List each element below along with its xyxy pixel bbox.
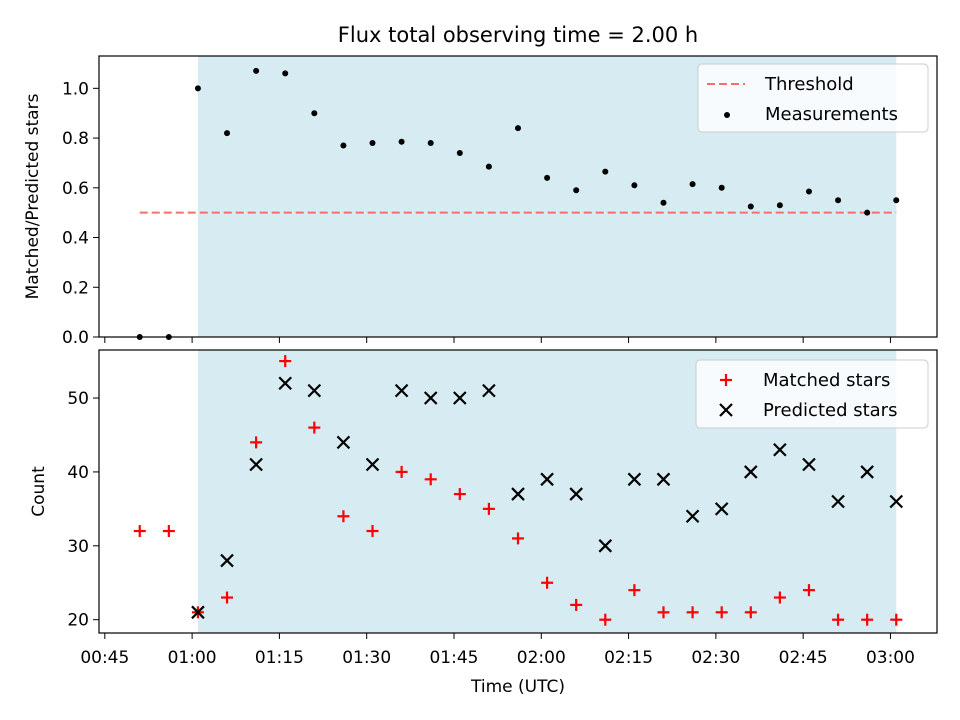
measurement-point xyxy=(660,200,666,206)
bottom-y-tick-label: 20 xyxy=(67,611,89,631)
top-y-ticks: 0.0 0.2 0.4 0.6 0.8 1.0 xyxy=(62,79,99,348)
top-y-axis-label: Matched/Predicted stars xyxy=(23,93,43,299)
measurement-point xyxy=(602,169,608,175)
x-tick-label: 01:30 xyxy=(342,648,391,668)
bottom-y-ticks: 20 30 40 50 xyxy=(67,389,99,631)
x-tick-label: 01:15 xyxy=(255,648,304,668)
x-tick-label: 02:45 xyxy=(779,648,828,668)
top-y-tick-label: 0.0 xyxy=(62,328,89,348)
measurement-point xyxy=(690,181,696,187)
matched-legend-label: Matched stars xyxy=(763,370,890,391)
measurement-point xyxy=(777,202,783,208)
measurement-point xyxy=(719,185,725,191)
x-tick-label: 01:00 xyxy=(168,648,217,668)
measurements-legend-swatch xyxy=(724,112,730,118)
figure: Flux total observing time = 2.00 h 0.00.… xyxy=(0,0,960,720)
x-tick-label: 02:15 xyxy=(604,648,653,668)
bottom-y-tick-label: 30 xyxy=(67,537,89,557)
measurement-point xyxy=(835,197,841,203)
measurement-point xyxy=(399,139,405,145)
bottom-x-ticks: 00:45 01:00 01:15 01:30 01:45 02:00 02:15 02:30… xyxy=(80,633,915,668)
bottom-legend: Matched stars Predicted stars xyxy=(696,360,928,428)
x-axis-label: Time (UTC) xyxy=(470,677,565,697)
measurement-point xyxy=(311,110,317,116)
bottom-y-tick-label: 40 xyxy=(67,463,89,483)
measurement-point xyxy=(806,189,812,195)
bottom-y-tick-label: 50 xyxy=(67,389,89,409)
measurements-legend-label: Measurements xyxy=(765,104,898,125)
top-y-tick-label: 0.4 xyxy=(62,229,89,249)
measurement-point xyxy=(748,203,754,209)
top-panel: 0.0 0.2 0.4 0.6 0.8 1.0 Matched/Predicted sta… xyxy=(23,56,937,348)
measurement-point xyxy=(253,68,259,74)
top-y-tick-label: 0.2 xyxy=(62,278,89,298)
x-tick-label: 01:45 xyxy=(429,648,478,668)
x-tick-label: 02:30 xyxy=(691,648,740,668)
top-y-tick-label: 0.8 xyxy=(62,129,89,149)
measurement-point xyxy=(282,70,288,76)
matched-star-point xyxy=(134,525,146,537)
measurement-point xyxy=(893,197,899,203)
measurement-point xyxy=(224,130,230,136)
measurement-point xyxy=(428,140,434,146)
top-y-tick-label: 1.0 xyxy=(62,79,89,99)
top-x-ticks xyxy=(105,337,891,343)
top-y-tick-label: 0.6 xyxy=(62,179,89,199)
measurement-point xyxy=(370,140,376,146)
measurement-point xyxy=(864,210,870,216)
matched-star-point xyxy=(163,525,175,537)
x-tick-label: 02:00 xyxy=(517,648,566,668)
measurement-point xyxy=(340,143,346,149)
bottom-panel: 20304050 00:45 01:00 01:15 01:30 01:45 02:00 0… xyxy=(29,350,937,697)
x-tick-label: 00:45 xyxy=(80,648,129,668)
measurement-point xyxy=(631,182,637,188)
measurement-point xyxy=(544,175,550,181)
measurement-point xyxy=(457,150,463,156)
chart-title: Flux total observing time = 2.00 h xyxy=(338,23,698,47)
measurement-point xyxy=(515,125,521,131)
measurement-point xyxy=(195,85,201,91)
bottom-y-axis-label: Count xyxy=(29,466,49,517)
threshold-legend-label: Threshold xyxy=(764,74,854,95)
x-tick-label: 03:00 xyxy=(866,648,915,668)
predicted-legend-label: Predicted stars xyxy=(763,400,897,421)
measurement-point xyxy=(486,164,492,170)
measurement-point xyxy=(573,187,579,193)
top-legend: Threshold Measurements xyxy=(698,64,928,132)
